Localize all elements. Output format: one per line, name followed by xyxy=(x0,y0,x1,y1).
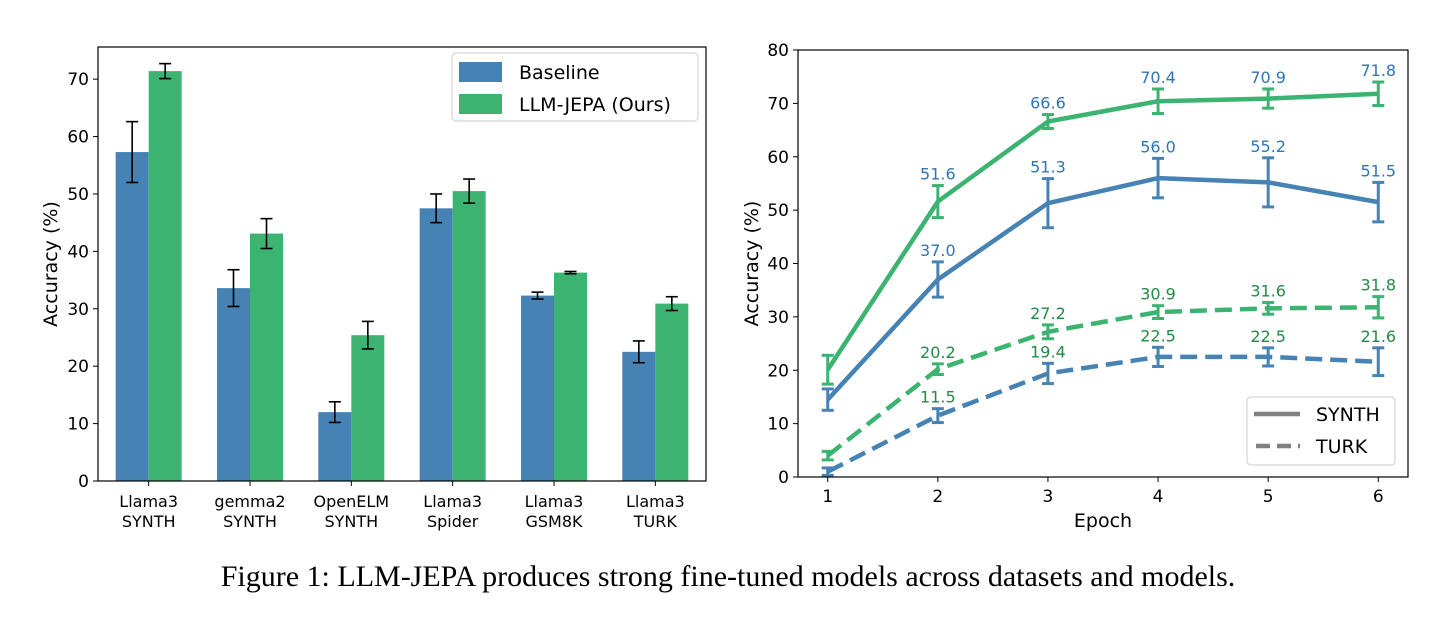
x-tick-label: SYNTH xyxy=(223,512,277,531)
figure-caption: Figure 1: LLM-JEPA produces strong fine-… xyxy=(220,560,1236,593)
bar-llm-jepa xyxy=(655,303,689,481)
data-label: 71.8 xyxy=(1360,61,1396,80)
x-tick-label: SYNTH xyxy=(324,512,378,531)
data-label: 55.2 xyxy=(1250,137,1286,156)
y-tick-label: 50 xyxy=(67,185,89,205)
series-line-baseline-synth xyxy=(826,175,1379,402)
y-tick-label: 60 xyxy=(767,148,789,168)
legend-label-turk: TURK xyxy=(1315,436,1368,458)
y-axis-label: Accuracy (%) xyxy=(741,201,763,327)
data-label: 56.0 xyxy=(1140,137,1176,156)
legend-box xyxy=(451,52,699,122)
data-label: 20.2 xyxy=(920,343,956,362)
bar-baseline xyxy=(419,208,453,481)
legend-label-llm-jepa: LLM-JEPA (Ours) xyxy=(519,94,671,116)
x-tick-label: gemma2 xyxy=(214,492,285,511)
y-tick-label: 10 xyxy=(767,415,789,435)
series-line-llm-jepa-turk xyxy=(826,305,1379,458)
axes-frame xyxy=(97,46,707,482)
x-tick-label: GSM8K xyxy=(525,512,583,531)
y-tick-label: 70 xyxy=(67,70,89,90)
x-tick-label: 6 xyxy=(1373,487,1384,507)
data-label: 66.6 xyxy=(1030,94,1066,113)
data-label: 70.4 xyxy=(1140,68,1176,87)
x-tick-label: 4 xyxy=(1153,487,1164,507)
x-tick-label: Llama3 xyxy=(525,492,584,511)
x-tick-label: 5 xyxy=(1263,487,1274,507)
bar-llm-jepa xyxy=(148,71,182,481)
x-tick-label: Llama3 xyxy=(119,492,178,511)
y-tick-label: 70 xyxy=(767,94,789,114)
data-label: 70.9 xyxy=(1250,68,1286,87)
data-label: 27.2 xyxy=(1030,304,1066,323)
bar-llm-jepa xyxy=(250,233,283,481)
data-label: 22.5 xyxy=(1250,327,1286,346)
bar-llm-jepa xyxy=(452,191,486,481)
axes-frame xyxy=(797,49,1409,478)
data-label: 19.4 xyxy=(1030,342,1066,361)
data-label: 37.0 xyxy=(920,241,956,260)
y-axis-label: Accuracy (%) xyxy=(40,201,62,327)
y-tick-label: 10 xyxy=(67,415,89,435)
data-label: 22.5 xyxy=(1140,326,1176,345)
data-label: 51.3 xyxy=(1030,158,1066,177)
x-tick-label: TURK xyxy=(633,512,678,531)
x-tick-label: Llama3 xyxy=(626,492,685,511)
data-label: 30.9 xyxy=(1140,285,1176,304)
bar-baseline xyxy=(217,288,250,481)
data-label: 31.8 xyxy=(1360,276,1396,295)
x-tick-label: SYNTH xyxy=(122,512,176,531)
y-tick-label: 40 xyxy=(767,255,789,275)
data-label: 31.6 xyxy=(1250,281,1286,300)
legend-label-baseline: Baseline xyxy=(519,62,600,84)
x-tick-label: Spider xyxy=(427,512,479,531)
bar-baseline xyxy=(115,152,149,482)
legend-swatch-baseline xyxy=(459,62,502,82)
legend-label-synth: SYNTH xyxy=(1316,404,1380,426)
y-tick-label: 30 xyxy=(67,300,89,320)
bar-llm-jepa xyxy=(351,335,385,481)
x-tick-label: Llama3 xyxy=(423,492,482,511)
bar-baseline xyxy=(318,412,352,481)
x-tick-label: 1 xyxy=(822,487,833,507)
x-tick-label: 3 xyxy=(1043,487,1054,507)
series-line-baseline-turk xyxy=(826,354,1379,474)
x-axis-label: Epoch xyxy=(1074,510,1132,532)
y-tick-label: 30 xyxy=(767,308,789,328)
x-tick-label: OpenELM xyxy=(314,492,390,511)
y-tick-label: 0 xyxy=(778,468,789,488)
y-tick-label: 0 xyxy=(78,472,89,492)
bar-llm-jepa xyxy=(554,272,587,481)
data-label: 51.5 xyxy=(1360,161,1396,180)
y-tick-label: 50 xyxy=(767,201,789,221)
y-tick-label: 60 xyxy=(67,128,89,148)
series-line-llm-jepa-synth xyxy=(825,91,1379,371)
bar-baseline xyxy=(622,351,656,481)
bar-baseline xyxy=(521,295,554,481)
data-label: 51.6 xyxy=(920,165,956,184)
data-label: 21.6 xyxy=(1360,327,1396,346)
y-tick-label: 80 xyxy=(767,41,789,61)
y-tick-label: 20 xyxy=(67,357,89,377)
y-tick-label: 40 xyxy=(67,242,89,262)
legend-swatch-llm-jepa xyxy=(459,94,502,114)
y-tick-label: 20 xyxy=(767,361,789,381)
x-tick-label: 2 xyxy=(932,487,943,507)
data-label: 11.5 xyxy=(920,388,956,407)
